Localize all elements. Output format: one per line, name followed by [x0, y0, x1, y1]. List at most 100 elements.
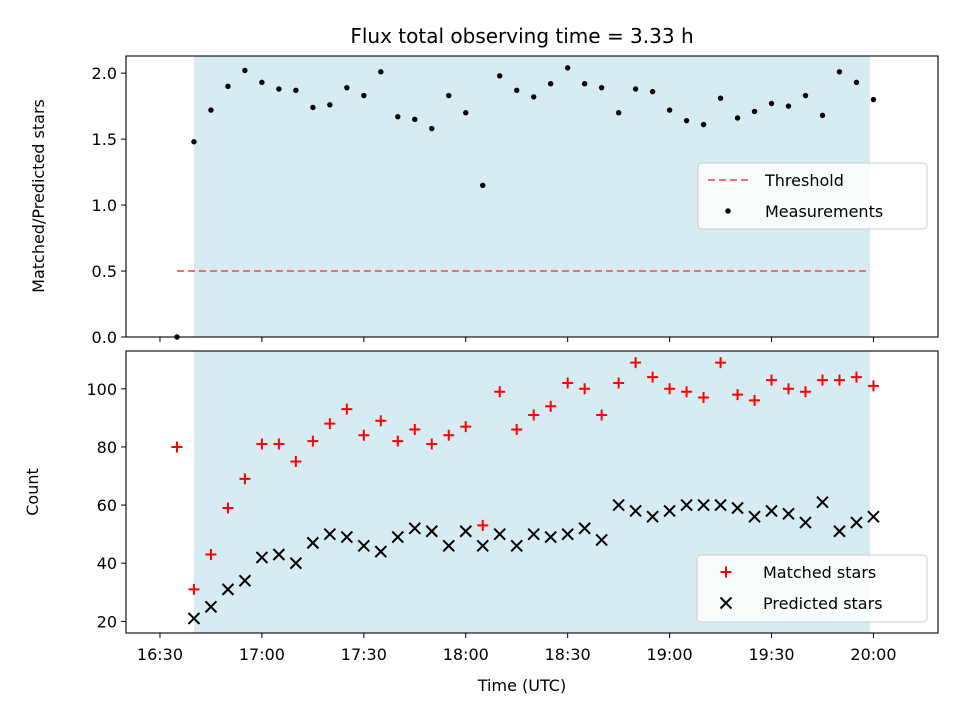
- measurement-point: [293, 87, 299, 94]
- y-tick-label: 2.0: [92, 64, 117, 83]
- matched-star-marker: [816, 374, 828, 386]
- ratio-panel: 0.0 0.5 1.0 1.5 2.0 Threshold Measurements: [92, 55, 939, 347]
- matched-star-marker: [392, 435, 404, 447]
- y-tick-label: 0.0: [92, 328, 117, 347]
- predicted-star-marker: [374, 545, 388, 558]
- measurement-point: [191, 139, 197, 145]
- predicted-star-marker: [459, 525, 472, 538]
- measurement-point: [615, 110, 622, 116]
- measurement-point: [395, 113, 401, 120]
- matched-star-marker: [766, 374, 778, 386]
- matched-star-marker: [647, 371, 659, 383]
- matched-star-marker: [290, 455, 302, 467]
- legend-frame: [696, 554, 928, 623]
- measurement-point: [564, 65, 571, 71]
- x-tick-label: 16:30: [137, 645, 183, 664]
- bottom-axes-frame: [125, 350, 939, 634]
- measurement-point: [700, 121, 707, 128]
- predicted-star-marker: [697, 498, 710, 512]
- y-tick-label: 80: [97, 438, 117, 457]
- matched-star-marker: [715, 357, 727, 369]
- matched-star-marker: [664, 383, 676, 395]
- matched-star-marker: [273, 438, 285, 450]
- matched-star-marker: [375, 415, 387, 427]
- predicted-star-marker: [289, 557, 303, 570]
- x-tick-label: 19:30: [748, 645, 794, 664]
- predicted-star-marker: [187, 612, 201, 625]
- measurement-point: [480, 182, 486, 188]
- chart-title: Flux total observing time = 3.33 h: [350, 24, 693, 48]
- measurement-point: [666, 107, 673, 113]
- measurement-point: [361, 92, 367, 99]
- predicted-star-marker: [680, 498, 693, 512]
- predicted-star-marker: [238, 574, 252, 587]
- legend-predicted-label: Predicted stars: [763, 594, 883, 613]
- count-panel: 20 40 60 80 100 16:30 17:00 17:30 18:00 18:30 19:0…: [86, 350, 939, 664]
- predicted-star-marker: [425, 525, 438, 538]
- matched-star-marker: [171, 441, 183, 453]
- top-legend: Threshold Measurements: [697, 162, 928, 230]
- matched-star-marker: [460, 421, 472, 433]
- measurement-point: [412, 116, 418, 123]
- matched-star-marker: [341, 403, 353, 415]
- matched-star-marker: [426, 438, 438, 450]
- matched-star-marker: [477, 519, 489, 531]
- y-tick-label: 1.0: [92, 196, 117, 215]
- predicted-star-marker: [816, 495, 829, 509]
- matched-star-marker: [239, 473, 251, 485]
- predicted-star-marker: [799, 516, 812, 529]
- measurement-point: [530, 94, 537, 100]
- y-tick-label: 20: [97, 612, 117, 631]
- top-axes-frame: [125, 55, 939, 338]
- predicted-star-marker: [442, 539, 455, 552]
- matched-star-marker: [511, 423, 523, 435]
- predicted-star-marker: [867, 510, 880, 523]
- legend-measurement-label: Measurements: [765, 202, 883, 221]
- measurement-point: [768, 100, 775, 107]
- matched-star-marker: [409, 423, 421, 435]
- predicted-star-marker: [476, 539, 489, 552]
- measurement-point: [446, 92, 452, 99]
- measurement-point: [598, 84, 605, 91]
- measurement-point: [259, 79, 265, 86]
- measurement-point: [276, 86, 282, 92]
- measurement-point: [208, 107, 214, 113]
- legend-frame: [697, 162, 928, 230]
- predicted-star-marker: [408, 522, 421, 535]
- matched-star-marker: [732, 389, 744, 401]
- measurement-point: [785, 103, 792, 109]
- matched-star-marker: [681, 386, 693, 398]
- measurement-point: [683, 117, 690, 124]
- predicted-star-marker: [595, 533, 608, 547]
- top-y-axis-label: Matched/Predicted stars: [29, 99, 48, 293]
- measurement-point: [649, 88, 656, 95]
- measurement-point: [463, 110, 469, 116]
- predicted-star-marker: [782, 507, 795, 521]
- y-tick-label: 1.5: [92, 130, 117, 149]
- predicted-star-marker: [646, 510, 659, 523]
- matched-star-marker: [833, 374, 845, 386]
- matched-star-marker: [545, 400, 557, 412]
- measurement-point: [836, 69, 843, 75]
- predicted-star-marker: [221, 583, 235, 596]
- matched-star-marker: [596, 409, 608, 421]
- matched-star-marker: [749, 394, 761, 406]
- predicted-star-marker: [323, 527, 337, 541]
- measurement-point: [327, 102, 333, 108]
- measurement-point: [429, 125, 435, 132]
- measurement-point: [870, 96, 877, 103]
- legend-matched-label: Matched stars: [763, 563, 876, 582]
- predicted-star-marker: [748, 510, 761, 523]
- matched-star-marker: [528, 409, 540, 421]
- matched-star-marker: [783, 383, 795, 395]
- predicted-star-marker: [357, 539, 371, 552]
- predicted-star-marker: [612, 498, 625, 512]
- measurement-point: [225, 83, 231, 90]
- measurement-point: [242, 67, 248, 74]
- matched-star-marker: [324, 418, 336, 430]
- matched-star-marker: [188, 583, 200, 595]
- matched-star-marker: [850, 371, 862, 383]
- predicted-star-marker: [544, 530, 557, 544]
- predicted-star-marker: [714, 498, 727, 512]
